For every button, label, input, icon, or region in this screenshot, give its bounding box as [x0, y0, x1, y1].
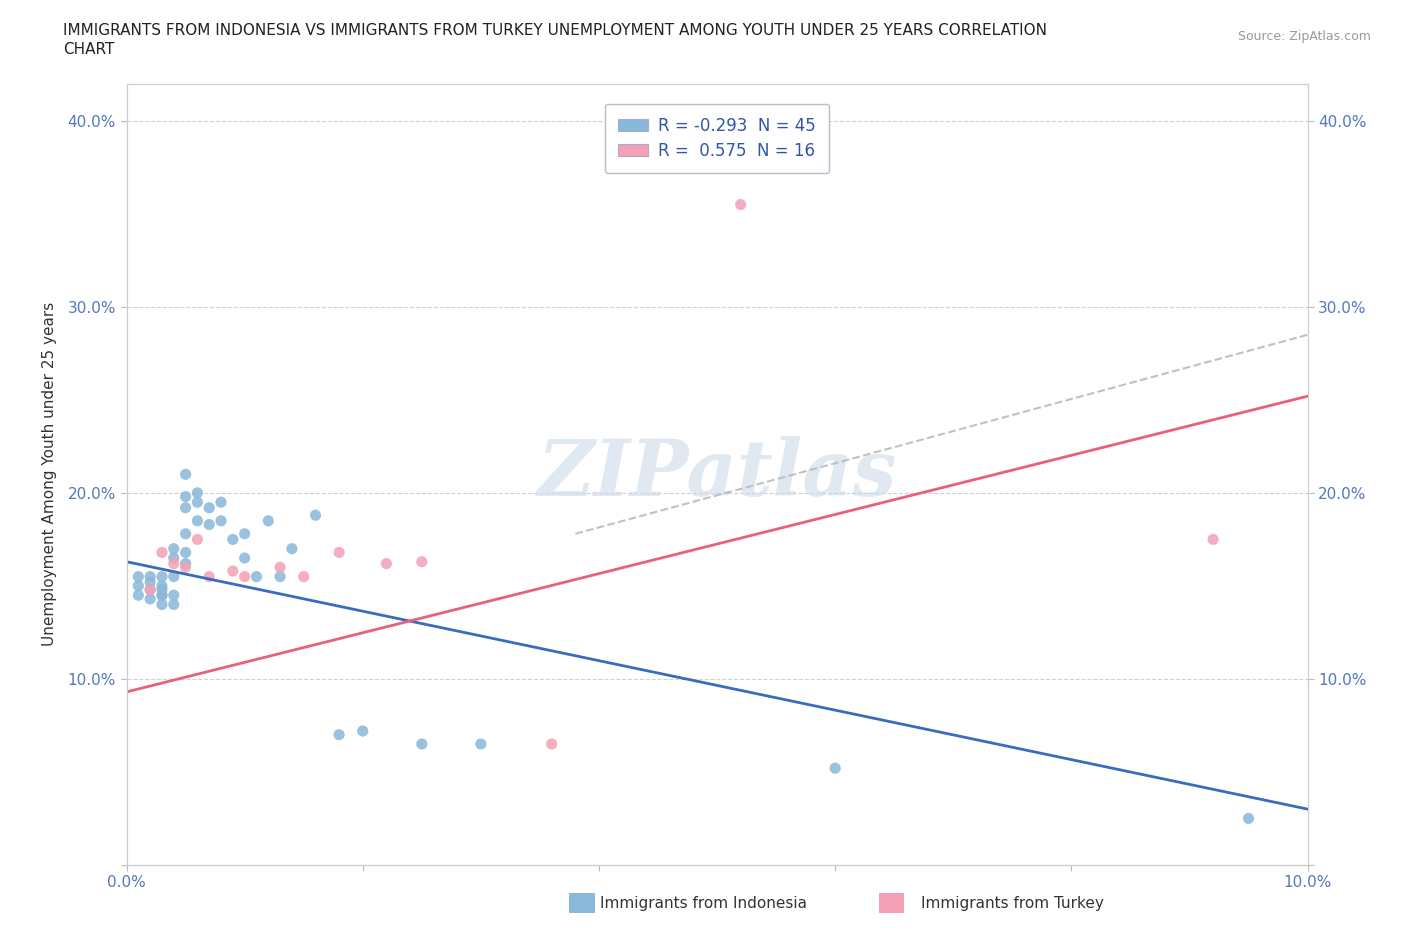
- Point: [127, 588, 149, 603]
- Point: [174, 500, 197, 515]
- Point: [174, 560, 197, 575]
- Y-axis label: Unemployment Among Youth under 25 years: Unemployment Among Youth under 25 years: [42, 302, 56, 646]
- Point: [150, 582, 173, 597]
- Point: [163, 551, 186, 565]
- Point: [233, 526, 256, 541]
- Point: [174, 545, 197, 560]
- Point: [470, 737, 492, 751]
- Point: [150, 545, 173, 560]
- Point: [209, 495, 232, 510]
- Text: Immigrants from Indonesia: Immigrants from Indonesia: [599, 897, 807, 911]
- Point: [269, 569, 291, 584]
- Point: [411, 737, 433, 751]
- Point: [139, 582, 162, 597]
- Point: [174, 526, 197, 541]
- Legend: R = -0.293  N = 45, R =  0.575  N = 16: R = -0.293 N = 45, R = 0.575 N = 16: [605, 104, 830, 173]
- Point: [375, 556, 398, 571]
- Point: [1237, 811, 1260, 826]
- Point: [1202, 532, 1225, 547]
- Point: [186, 495, 208, 510]
- Point: [411, 554, 433, 569]
- Point: [292, 569, 315, 584]
- Point: [174, 467, 197, 482]
- Point: [269, 560, 291, 575]
- Text: Immigrants from Turkey: Immigrants from Turkey: [921, 897, 1104, 911]
- Text: Source: ZipAtlas.com: Source: ZipAtlas.com: [1237, 30, 1371, 43]
- Point: [163, 541, 186, 556]
- Text: IMMIGRANTS FROM INDONESIA VS IMMIGRANTS FROM TURKEY UNEMPLOYMENT AMONG YOUTH UND: IMMIGRANTS FROM INDONESIA VS IMMIGRANTS …: [63, 23, 1047, 38]
- Point: [222, 532, 245, 547]
- Point: [139, 575, 162, 590]
- Point: [150, 569, 173, 584]
- Point: [150, 588, 173, 603]
- Point: [198, 569, 221, 584]
- Text: CHART: CHART: [63, 42, 115, 57]
- Point: [174, 489, 197, 504]
- Point: [139, 569, 162, 584]
- Text: ZIPatlas: ZIPatlas: [537, 436, 897, 512]
- Point: [174, 556, 197, 571]
- Point: [352, 724, 374, 738]
- Point: [328, 545, 350, 560]
- Point: [163, 597, 186, 612]
- Point: [304, 508, 326, 523]
- Point: [186, 513, 208, 528]
- Point: [198, 500, 221, 515]
- Point: [824, 761, 846, 776]
- Point: [163, 569, 186, 584]
- Point: [209, 513, 232, 528]
- Point: [730, 197, 752, 212]
- Point: [127, 578, 149, 593]
- Point: [328, 727, 350, 742]
- Point: [233, 569, 256, 584]
- Point: [233, 551, 256, 565]
- Point: [163, 556, 186, 571]
- Point: [163, 588, 186, 603]
- Point: [198, 517, 221, 532]
- Point: [540, 737, 562, 751]
- Point: [186, 532, 208, 547]
- Point: [222, 564, 245, 578]
- Point: [150, 588, 173, 603]
- Point: [257, 513, 280, 528]
- Point: [139, 582, 162, 597]
- Point: [150, 597, 173, 612]
- Point: [127, 569, 149, 584]
- Point: [245, 569, 267, 584]
- Point: [150, 578, 173, 593]
- Point: [186, 485, 208, 500]
- Point: [139, 591, 162, 606]
- Point: [281, 541, 304, 556]
